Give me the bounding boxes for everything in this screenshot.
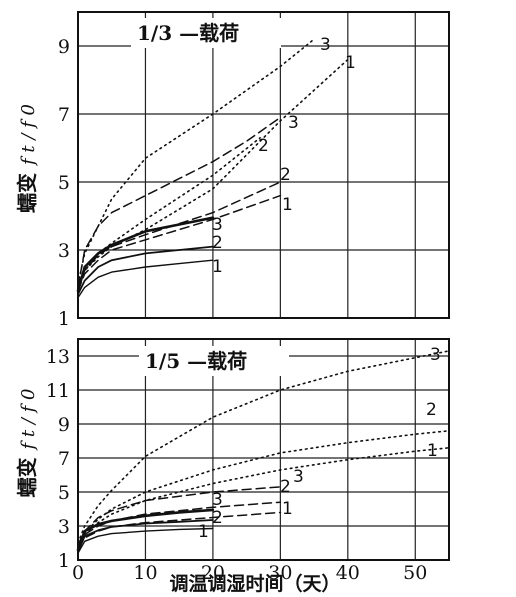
curve-label: 3 xyxy=(288,113,299,133)
series-line-dotted-3 xyxy=(77,38,315,285)
title-backing xyxy=(131,18,281,48)
y-label-main: 蠕变 xyxy=(15,458,39,498)
x-tick-label: 30 xyxy=(268,562,292,584)
y-tick-label: 7 xyxy=(58,448,70,470)
x-tick-label: 40 xyxy=(336,562,360,584)
y-tick-label: 7 xyxy=(58,104,70,126)
x-tick-label: 0 xyxy=(72,562,84,584)
curve-label: 3 xyxy=(293,467,304,487)
curve-label: 3 xyxy=(212,215,223,235)
y-tick-label: 11 xyxy=(46,380,70,402)
x-tick-label: 20 xyxy=(201,562,225,584)
y-tick-label: 5 xyxy=(58,482,70,504)
x-axis-label: 调温调湿时间（天） xyxy=(169,572,340,595)
y-axis-label: 蠕变 f t / f 0 xyxy=(15,104,39,213)
y-tick-label: 1 xyxy=(58,550,70,572)
series-line-solid-thin-1 xyxy=(77,259,214,299)
curve-label: 2 xyxy=(212,508,223,528)
curve-label: 2 xyxy=(258,136,269,156)
curve-label: 3 xyxy=(320,35,331,55)
y-axis-label: 蠕变 f t / f 0 xyxy=(15,389,39,498)
y-label-main: 蠕变 xyxy=(15,173,39,213)
x-tick-label: 10 xyxy=(133,562,157,584)
y-tick-label: 5 xyxy=(58,172,70,194)
y-tick-label: 13 xyxy=(46,346,70,368)
y-tick-label: 3 xyxy=(58,240,70,262)
y-tick-label: 9 xyxy=(58,36,70,58)
series-line-dashed-1 xyxy=(77,511,282,549)
y-tick-label: 3 xyxy=(58,516,70,538)
curve-label: 2 xyxy=(426,400,437,420)
series-line-solid-thin-1 xyxy=(77,527,214,554)
curve-label: 3 xyxy=(430,345,441,365)
series-line-dashed-1 xyxy=(77,194,282,292)
curve-label: 2 xyxy=(280,165,291,185)
series-line-solid-2 xyxy=(77,245,214,296)
curve-label: 1 xyxy=(282,195,293,215)
x-tick-label: 50 xyxy=(403,562,427,584)
curve-label: 1 xyxy=(427,441,438,461)
series-line-dotted-1 xyxy=(77,446,450,544)
series-line-dashed-3 xyxy=(77,486,282,546)
series-line-dotted-3 xyxy=(77,350,450,544)
chart-title: 1/3 —载荷 xyxy=(137,21,239,45)
curve-label: 1 xyxy=(282,499,293,519)
curve-label: 2 xyxy=(212,233,223,253)
series-line-dashed-3 xyxy=(77,116,282,289)
series-line-dashed-2 xyxy=(77,181,282,289)
series-line-dashed-2 xyxy=(77,501,282,548)
plot-frame xyxy=(77,11,450,319)
y-label-math: f t / f 0 xyxy=(18,389,39,452)
curve-label: 2 xyxy=(280,477,291,497)
chart-title: 1/5 —载荷 xyxy=(145,349,247,373)
curve-label: 1 xyxy=(345,53,356,73)
series-line-solid-thick-3 xyxy=(76,216,215,293)
curve-label: 1 xyxy=(198,522,209,542)
series-line-dotted-2 xyxy=(77,429,450,544)
curve-label: 3 xyxy=(212,490,223,510)
grid xyxy=(78,12,449,319)
y-label-math: f t / f 0 xyxy=(18,104,39,167)
curve-label: 1 xyxy=(212,257,223,277)
plot-frame xyxy=(77,338,450,561)
series-line-dotted-2 xyxy=(77,137,261,285)
title-backing xyxy=(139,346,289,376)
y-tick-label: 9 xyxy=(58,414,70,436)
y-tick-label: 1 xyxy=(58,308,70,330)
